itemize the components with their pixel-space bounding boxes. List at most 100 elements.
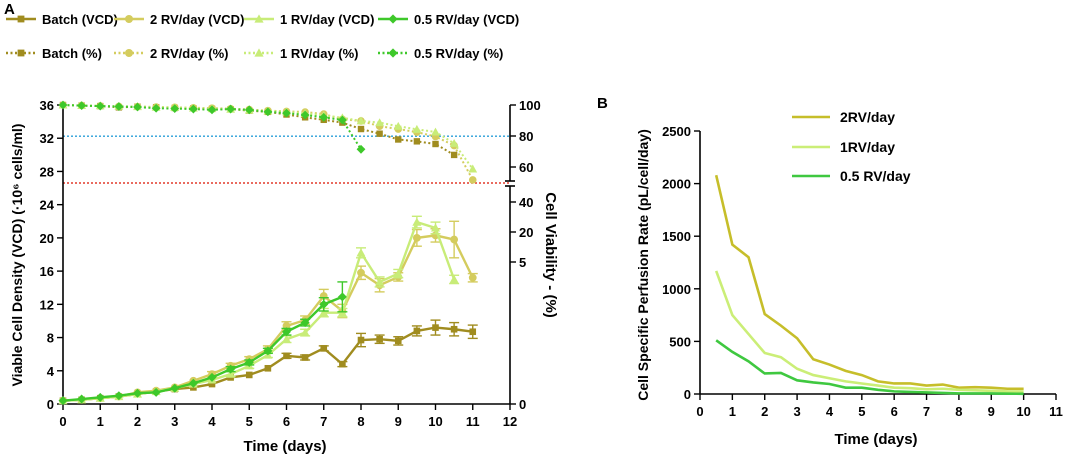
- legend-label-rv2_pct: 2 RV/day (%): [150, 46, 229, 61]
- y-tick-label-b: 2500: [662, 124, 691, 139]
- legend-marker-rv2_pct: [125, 49, 133, 57]
- vcd-point-0: [432, 324, 439, 331]
- viability-point-3: [188, 104, 198, 114]
- legend-label-rv1_pct: 1 RV/day (%): [280, 46, 359, 61]
- viability-point-3: [244, 105, 254, 115]
- y-tick-label-left: 24: [40, 198, 55, 213]
- vcd-point-2: [393, 269, 403, 278]
- perfusion-line-1: [714, 270, 1024, 393]
- vcd-point-0: [301, 354, 309, 361]
- y-axis-label-right: Cell Viability - (%): [542, 192, 559, 318]
- x-tick-label-b: 1: [729, 404, 736, 419]
- vcd-point-3: [337, 292, 347, 302]
- legend-marker-rv05_pct: [388, 48, 398, 58]
- vcd-point-3: [77, 394, 87, 404]
- viability-point-3: [226, 104, 236, 114]
- viability-point-3: [114, 102, 124, 111]
- vcd-line-2: [62, 220, 456, 402]
- legend-label-rv1_vcd: 1 RV/day (VCD): [280, 12, 374, 27]
- x-tick-label: 11: [466, 414, 480, 429]
- vcd-line-0: [62, 326, 473, 402]
- viability-point-2: [449, 138, 459, 147]
- viability-point-3: [77, 101, 87, 111]
- vcd-point-3: [95, 392, 105, 402]
- y-tick-label-b: 1000: [662, 282, 691, 297]
- vcd-point-3: [188, 378, 198, 388]
- viability-point-3: [282, 108, 291, 118]
- viability-point-3: [58, 100, 68, 110]
- y-tick-label-right: 40: [519, 195, 533, 210]
- series-b: [714, 174, 1024, 396]
- vcd-point-0: [413, 327, 421, 335]
- vcd-point-3: [263, 346, 273, 356]
- vcd-point-3: [114, 391, 124, 401]
- legend-label-rv2_vcd: 2 RV/day (VCD): [150, 12, 244, 27]
- legend-label-rv05_vcd: 0.5 RV/day (VCD): [414, 12, 519, 27]
- viability-point-0: [395, 136, 402, 143]
- x-tick-label-b: 4: [826, 404, 834, 419]
- x-tick-label: 5: [246, 414, 253, 429]
- x-tick-label-b: 6: [891, 404, 898, 419]
- legend-marker-rv05_vcd: [388, 14, 398, 24]
- x-tick-label: 9: [395, 414, 402, 429]
- x-tick-label-b: 8: [955, 404, 962, 419]
- viability-point-0: [376, 130, 383, 137]
- viability-point-0: [413, 138, 421, 145]
- viability-point-2: [375, 118, 385, 127]
- viability-point-2: [468, 164, 478, 173]
- y-tick-label-left: 36: [40, 98, 54, 113]
- viability-point-3: [170, 104, 180, 113]
- y-axis-label-left: Viable Cell Density (VCD) (·10⁶ cells/ml…: [9, 124, 25, 387]
- x-tick-label: 12: [503, 414, 517, 429]
- legend-marker-rv2_vcd: [125, 15, 133, 23]
- legend-label-batch_pct: Batch (%): [42, 46, 102, 61]
- viability-point-3: [319, 112, 329, 122]
- viability-line-0: [62, 104, 455, 156]
- y-tick-label-right: 20: [519, 225, 533, 240]
- vcd-point-0: [394, 337, 402, 345]
- x-tick-label: 10: [428, 414, 442, 429]
- panel-label-b: B: [597, 95, 608, 112]
- vcd-point-3: [151, 387, 161, 397]
- vcd-line-1: [62, 234, 474, 402]
- viability-point-3: [300, 110, 310, 120]
- vcd-point-2: [300, 328, 310, 337]
- legend-b-label-0: 2RV/day: [840, 109, 895, 125]
- legend-b-label-1: 1RV/day: [840, 139, 895, 155]
- vcd-point-3: [133, 388, 142, 398]
- x-axis-label-b: Time (days): [834, 431, 917, 448]
- y-tick-label-left: 12: [40, 297, 54, 312]
- viability-point-0: [432, 140, 439, 148]
- vcd-point-3: [300, 318, 310, 328]
- vcd-point-1: [412, 233, 421, 242]
- vcd-point-0: [245, 371, 253, 379]
- y-tick-label-b: 0: [684, 387, 691, 402]
- viability-point-3: [263, 107, 273, 117]
- legend-marker-batch_pct: [17, 49, 25, 57]
- y-tick-label-b: 500: [669, 334, 691, 349]
- vcd-point-2: [412, 217, 422, 226]
- vcd-point-0: [208, 380, 216, 388]
- vcd-point-3: [244, 357, 254, 367]
- viability-point-3: [356, 144, 366, 154]
- x-tick-label-b: 5: [858, 404, 865, 419]
- legend-marker-rv1_pct: [254, 48, 264, 57]
- x-tick-label: 8: [357, 414, 364, 429]
- vcd-point-3: [207, 372, 217, 382]
- vcd-point-2: [431, 223, 440, 232]
- viability-point-0: [450, 151, 458, 159]
- viability-point-3: [95, 101, 105, 111]
- vcd-point-3: [319, 299, 329, 309]
- viability-point-2: [412, 124, 422, 133]
- y-tick-label-right: 0: [519, 397, 526, 412]
- panel-b: 0 500 1000 1500 2000 2500 0 1 2 3 4 5 6 7 8 9 10 11 2RV/d…: [635, 109, 1063, 448]
- vcd-point-2: [449, 274, 459, 284]
- viability-point-2: [393, 121, 403, 130]
- x-tick-label-b: 0: [696, 404, 703, 419]
- x-tick-label-b: 9: [988, 404, 995, 419]
- viability-point-0: [357, 125, 365, 133]
- legend-marker-batch_vcd: [17, 15, 25, 23]
- x-tick-label: 4: [208, 414, 216, 429]
